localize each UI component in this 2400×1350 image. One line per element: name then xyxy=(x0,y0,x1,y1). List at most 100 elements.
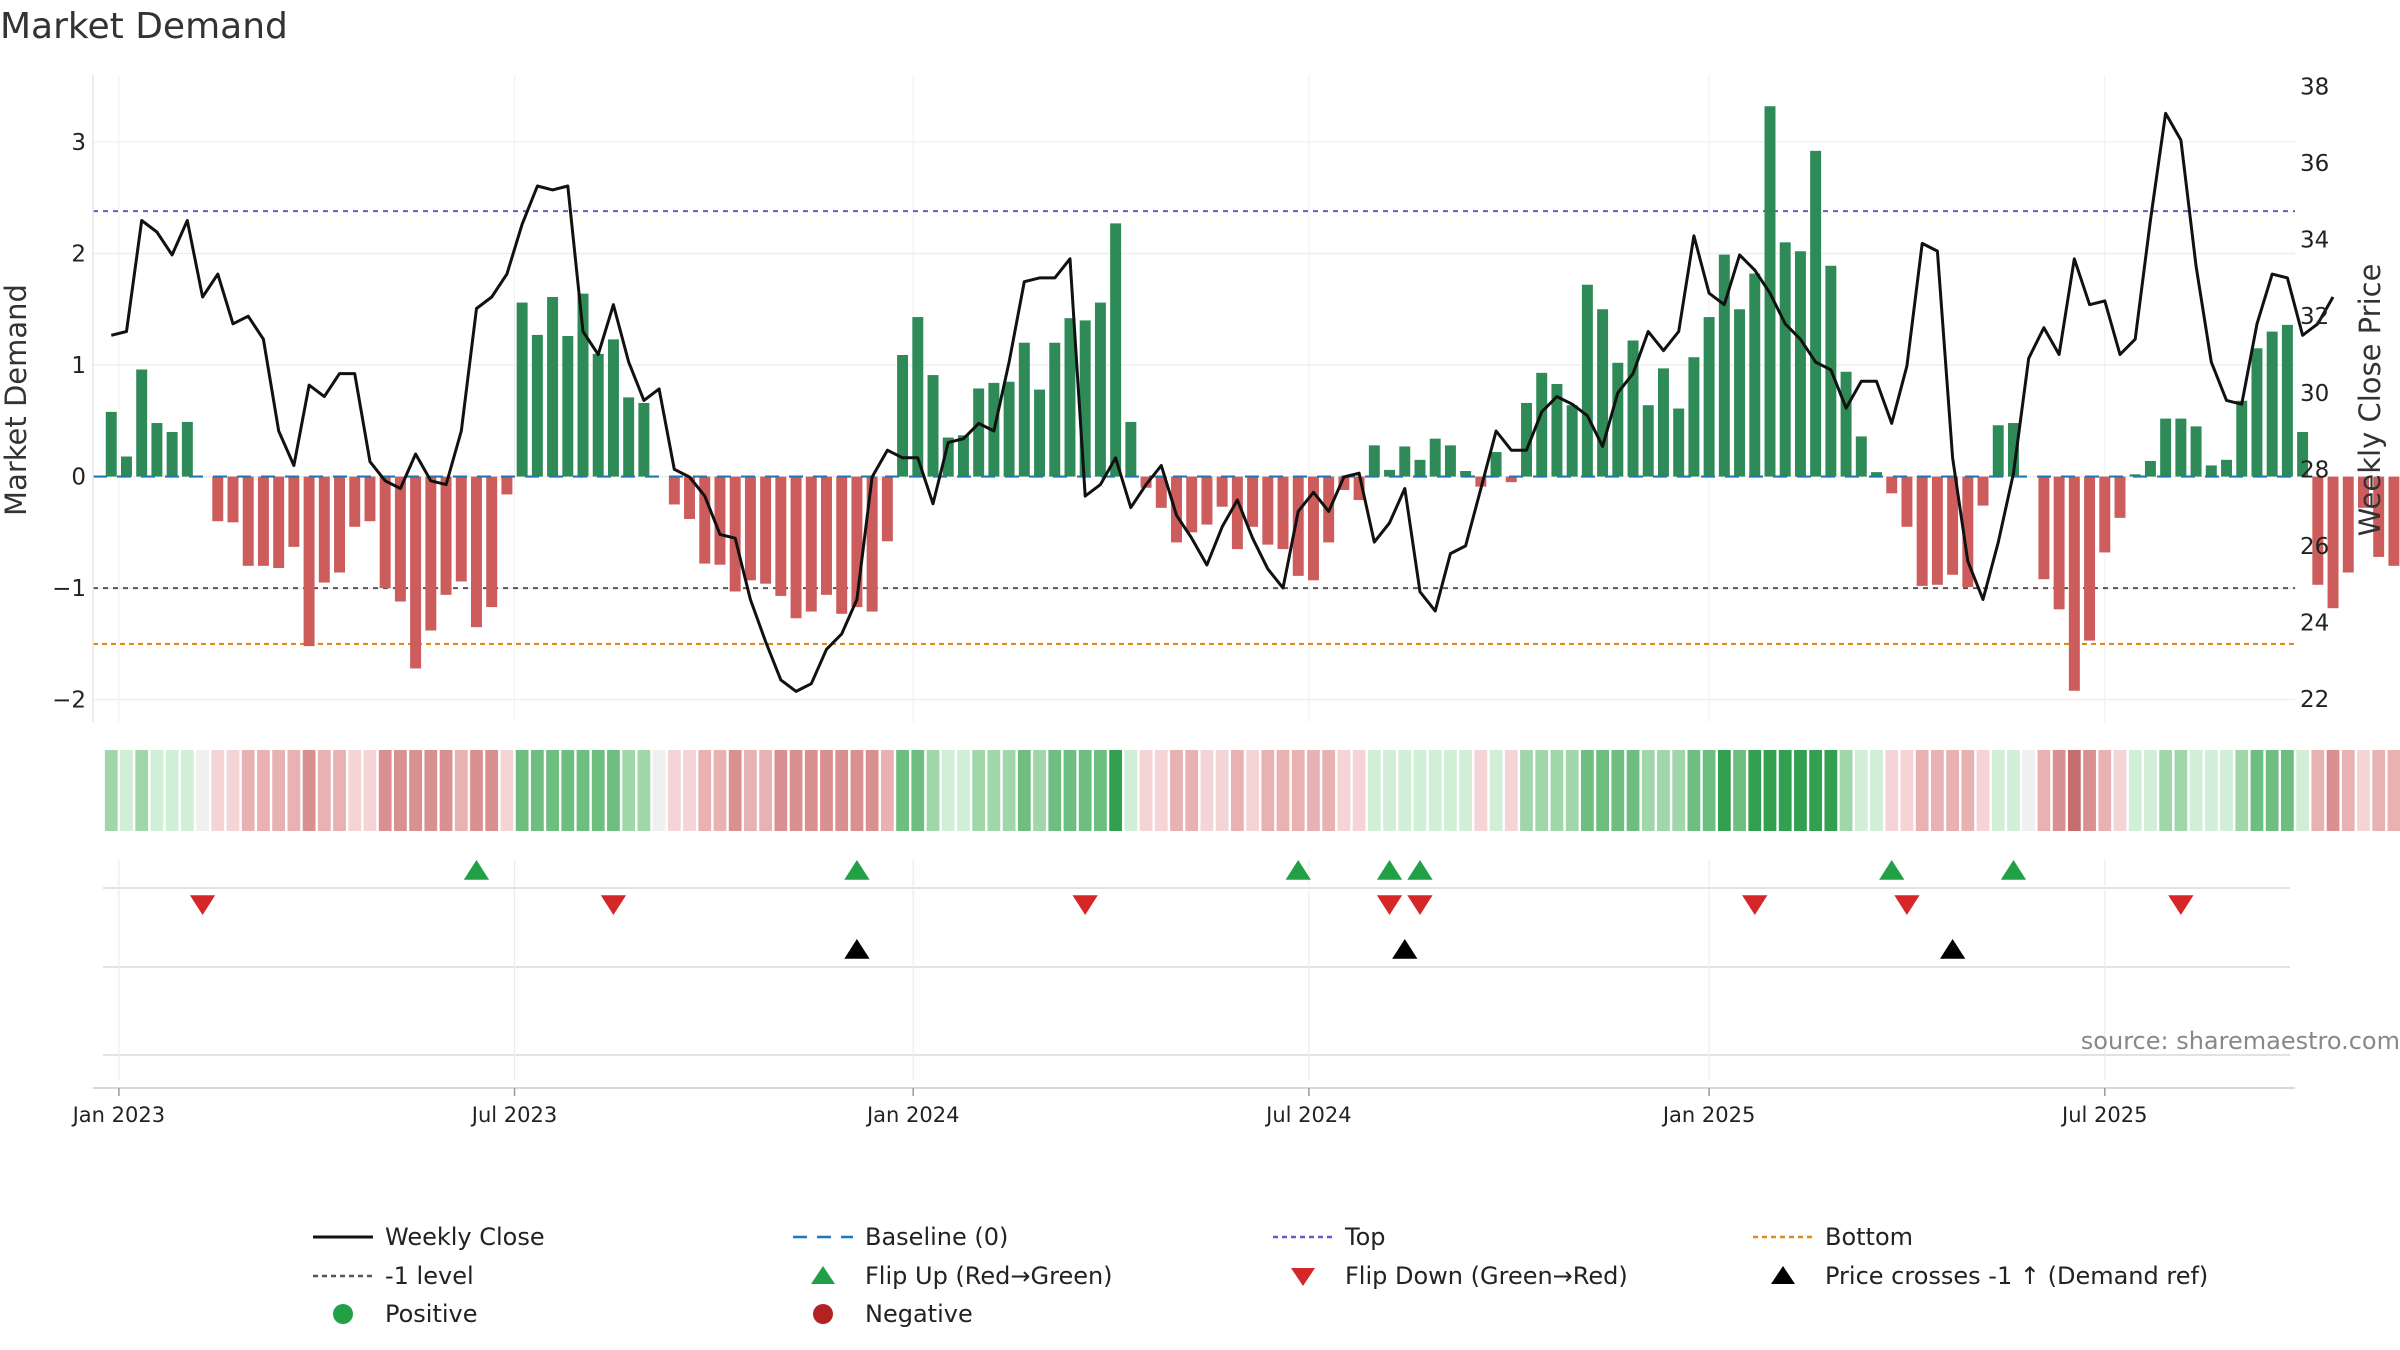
heat-cell xyxy=(1428,750,1442,831)
heat-cell xyxy=(1291,750,1305,831)
positive-demand-bar xyxy=(1749,273,1761,477)
heat-cell xyxy=(2387,750,2400,831)
negative-demand-bar xyxy=(821,476,832,595)
positive-demand-bar xyxy=(1612,362,1624,477)
heat-cell xyxy=(378,750,392,831)
reference-lines xyxy=(93,210,2295,646)
positive-demand-bar xyxy=(1734,309,1746,477)
flip-up-marker xyxy=(1879,860,1905,880)
heat-cell xyxy=(196,750,209,831)
heat-cell xyxy=(1398,750,1412,831)
negative-demand-bar xyxy=(2114,476,2126,518)
positive-demand-bar xyxy=(1871,472,1882,477)
heat-cell xyxy=(987,750,1001,831)
positive-demand-bar xyxy=(105,411,117,477)
y2-tick-label: 36 xyxy=(2300,151,2329,177)
heat-cell xyxy=(1535,750,1549,831)
heat-cell xyxy=(759,750,773,831)
heat-cell xyxy=(1885,750,1899,831)
heat-cell xyxy=(1078,750,1092,831)
heat-cell xyxy=(135,750,149,831)
positive-demand-bar xyxy=(1460,471,1472,477)
positive-demand-bar xyxy=(1429,438,1441,477)
flip-up-marker xyxy=(2000,860,2027,880)
chart-title: Market Demand xyxy=(0,6,288,47)
negative-demand-bar xyxy=(471,476,482,628)
legend-item-flip_up: Flip Up (Red→Green) xyxy=(811,1262,1113,1290)
legend: Weekly Close Baseline (0) Top Bottom -1 leve… xyxy=(313,1223,2208,1328)
positive-demand-bar xyxy=(1125,421,1137,477)
heat-cell xyxy=(1580,750,1594,831)
heat-cell xyxy=(1550,750,1564,831)
heat-cell xyxy=(667,750,681,831)
positive-demand-bar xyxy=(1566,405,1578,477)
positive-demand-bar xyxy=(1110,223,1122,477)
heat-cell xyxy=(409,750,423,831)
heat-cell xyxy=(1809,750,1823,831)
positive-demand-bar xyxy=(1079,320,1091,477)
negative-demand-bar xyxy=(486,476,498,608)
positive-demand-bar xyxy=(1581,284,1593,477)
heat-cell xyxy=(2296,750,2310,831)
positive-demand-bar xyxy=(1018,342,1030,477)
flip-down-marker xyxy=(1742,895,1768,915)
flip-up-marker xyxy=(1407,860,1433,880)
positive-demand-bar xyxy=(136,369,148,477)
heat-cell xyxy=(1124,750,1138,831)
heat-cell xyxy=(1033,750,1046,831)
heat-cell xyxy=(317,750,331,831)
negative-demand-bar xyxy=(714,476,726,565)
heat-cell xyxy=(1991,750,2005,831)
demand-heat-strip xyxy=(104,750,2400,831)
legend-item-bottom: Bottom xyxy=(1753,1223,1913,1251)
heat-cell xyxy=(150,750,164,831)
positive-demand-bar xyxy=(1490,452,1502,477)
legend-item-positive: Positive xyxy=(333,1300,478,1328)
heat-cell xyxy=(2372,750,2386,831)
legend-label: Flip Up (Red→Green) xyxy=(865,1262,1113,1290)
heat-cell xyxy=(424,750,438,831)
heat-cell xyxy=(2311,750,2325,831)
legend-label: Positive xyxy=(385,1300,478,1328)
negative-demand-bar xyxy=(2388,476,2400,566)
heat-cell xyxy=(1017,750,1031,831)
negative-demand-bar xyxy=(1977,476,1989,506)
heat-cell xyxy=(1444,750,1457,831)
negative-demand-bar xyxy=(1140,476,1152,488)
positive-demand-bar xyxy=(592,353,604,477)
positive-demand-bar xyxy=(1384,469,1396,477)
heat-cell xyxy=(1687,750,1701,831)
y-axis-title: Market Demand xyxy=(0,284,33,516)
heat-cell xyxy=(333,750,346,831)
negative-demand-bar xyxy=(1916,476,1928,586)
heat-cell xyxy=(1185,750,1199,831)
x-tick-label: Jan 2025 xyxy=(1661,1103,1756,1127)
heat-cell xyxy=(1002,750,1016,831)
x-tick-label: Jul 2025 xyxy=(2060,1103,2147,1127)
negative-demand-bar xyxy=(394,476,406,602)
heat-cell xyxy=(1794,750,1807,831)
negative-demand-bar xyxy=(1201,476,1213,525)
negative-demand-bar xyxy=(1231,476,1243,550)
positive-demand-bar xyxy=(166,431,178,477)
signal-panel: Jan 2023 Jul 2023 Jan 2024 Jul 2024 Jan 2025… xyxy=(71,860,2400,1127)
heat-cell xyxy=(591,750,605,831)
negative-demand-bar xyxy=(805,476,817,612)
negative-demand-bar xyxy=(851,476,863,608)
weekly-close-line xyxy=(110,111,2335,693)
heat-cell xyxy=(1337,750,1351,831)
negative-demand-bar xyxy=(2038,476,2050,580)
heat-cell xyxy=(1824,750,1838,831)
heat-cell xyxy=(1657,750,1670,831)
positive-demand-bar xyxy=(531,334,543,477)
heat-cell xyxy=(2250,750,2264,831)
heat-cell xyxy=(941,750,955,831)
legend-label: Top xyxy=(1344,1223,1386,1251)
negative-demand-bar xyxy=(790,476,802,619)
positive-demand-bar xyxy=(1779,242,1791,477)
negative-demand-bar xyxy=(410,476,422,669)
heat-cell xyxy=(1565,750,1579,831)
y2-tick-label: 26 xyxy=(2300,534,2329,560)
positive-demand-bar xyxy=(1597,309,1609,477)
negative-demand-bar xyxy=(1931,476,1943,585)
